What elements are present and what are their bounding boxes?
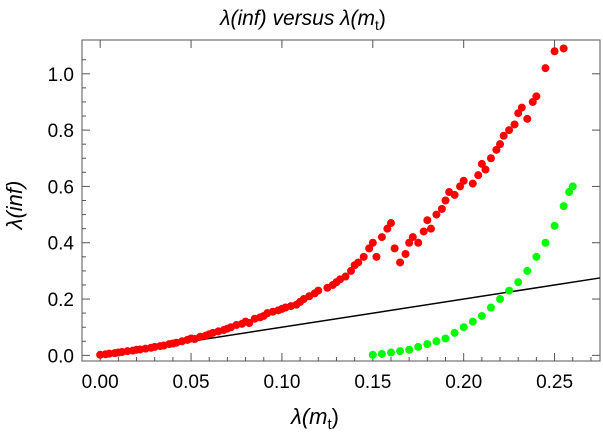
data-point-green <box>396 347 405 356</box>
data-point-red <box>505 126 514 135</box>
data-point-red <box>450 190 459 199</box>
data-point-red <box>396 258 405 267</box>
x-tick-label: 0.25 <box>536 372 573 393</box>
x-tick-label: 0.10 <box>263 372 300 393</box>
data-point-green <box>496 295 505 304</box>
data-point-green <box>477 311 486 320</box>
data-point-red <box>341 272 350 281</box>
data-point-red <box>386 219 395 228</box>
data-point-red <box>414 238 423 247</box>
data-point-red <box>372 252 381 261</box>
data-point-red <box>499 131 508 140</box>
data-point-green <box>423 340 432 349</box>
data-point-red <box>496 140 505 149</box>
data-point-red <box>523 114 532 123</box>
data-point-red <box>459 176 468 185</box>
data-point-green <box>432 337 441 346</box>
data-point-red <box>474 171 483 180</box>
data-point-red <box>390 244 399 253</box>
x-tick-label: 0.15 <box>354 372 391 393</box>
data-point-green <box>414 342 423 351</box>
data-point-green <box>450 328 459 337</box>
data-point-red <box>517 103 526 112</box>
data-point-green <box>377 349 386 358</box>
data-point-red <box>368 238 377 247</box>
data-point-red <box>532 92 541 101</box>
data-point-red <box>468 179 477 188</box>
data-point-red <box>314 286 323 295</box>
data-point-green <box>468 317 477 326</box>
y-axis: 0.0 0.2 0.4 0.6 0.8 1.0 <box>48 59 600 367</box>
data-point-red <box>359 252 368 261</box>
data-point-green <box>514 278 523 287</box>
data-point-red <box>441 196 450 205</box>
y-tick-label: 0.0 <box>48 346 74 367</box>
data-point-red <box>245 318 254 327</box>
data-point-green <box>505 286 514 295</box>
data-point-red <box>419 227 428 236</box>
data-point-green <box>532 252 541 261</box>
data-point-green <box>568 182 577 191</box>
data-point-red <box>481 165 490 174</box>
x-tick-label: 0.00 <box>82 372 119 393</box>
data-point-red <box>401 250 410 258</box>
data-point-red <box>377 233 386 242</box>
data-point-red <box>354 258 363 267</box>
data-point-green <box>405 345 414 354</box>
data-point-red <box>510 120 519 129</box>
data-point-red <box>541 64 550 73</box>
data-point-red <box>550 47 559 56</box>
data-point-red <box>423 216 432 225</box>
data-point-green <box>459 323 468 332</box>
y-tick-label: 0.6 <box>48 177 74 198</box>
y-tick-label: 1.0 <box>48 65 74 86</box>
y-axis-label: λ(inf) <box>2 181 27 231</box>
data-point-green <box>441 334 450 343</box>
y-tick-label: 0.8 <box>48 121 74 142</box>
y-tick-label: 0.2 <box>48 290 74 311</box>
data-point-green <box>541 238 550 247</box>
data-points <box>96 44 577 359</box>
data-point-green <box>550 221 559 230</box>
data-point-green <box>523 266 532 275</box>
y-tick-label: 0.4 <box>48 234 75 255</box>
data-point-green <box>368 350 377 359</box>
data-point-red <box>408 233 417 242</box>
x-axis: 0.00 0.05 0.10 0.15 0.20 0.25 <box>82 40 592 393</box>
data-point-green <box>386 348 395 357</box>
data-point-green <box>486 303 495 312</box>
data-point-red <box>437 204 446 213</box>
data-point-green <box>559 202 568 211</box>
x-tick-label: 0.05 <box>173 372 210 393</box>
x-tick-label: 0.20 <box>445 372 482 393</box>
chart-title: λ(inf) versus λ(mt) <box>219 7 386 33</box>
data-point-red <box>559 44 568 53</box>
data-point-red <box>426 224 435 233</box>
plot-frame <box>81 39 601 362</box>
data-point-red <box>486 154 495 163</box>
x-axis-label: λ(mt) <box>290 404 339 433</box>
data-point-red <box>432 210 441 219</box>
